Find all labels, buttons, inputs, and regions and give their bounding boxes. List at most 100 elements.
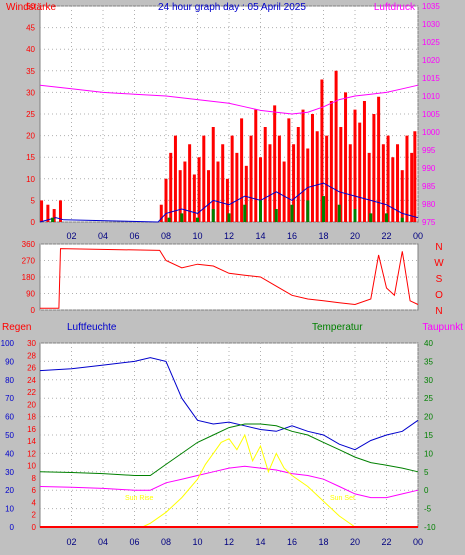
direction-letter: N bbox=[435, 242, 442, 253]
panel2-left-tick: 270 bbox=[22, 257, 36, 266]
panel3-x-tick: 20 bbox=[350, 537, 360, 547]
panel1-left-tick: 50 bbox=[26, 2, 35, 11]
panel3-humidity-tick: 0 bbox=[10, 523, 15, 532]
panel3-temp-tick: 0 bbox=[424, 486, 429, 495]
panel1-x-tick: 22 bbox=[381, 231, 391, 241]
panel3-rain-tick: 2 bbox=[32, 511, 37, 520]
panel3-temp-tick: 35 bbox=[424, 357, 433, 366]
panel1-right-tick: 990 bbox=[422, 164, 436, 173]
direction-letter: O bbox=[435, 290, 443, 301]
panel1-x-tick: 12 bbox=[224, 231, 234, 241]
panel1-left-tick: 0 bbox=[31, 218, 36, 227]
panel1-right-tick: 975 bbox=[422, 218, 436, 227]
panel3-temp-tick: 15 bbox=[424, 431, 433, 440]
panel3-humidity-tick: 50 bbox=[5, 431, 14, 440]
direction-letter: S bbox=[436, 274, 443, 285]
chart-title: 24 hour graph day : 05 April 2025 bbox=[158, 2, 306, 13]
panel3-rain-tick: 8 bbox=[32, 474, 37, 483]
panel3-rain-tick: 26 bbox=[27, 364, 36, 373]
panel3-temp-tick: 30 bbox=[424, 376, 433, 385]
panel1-right-tick: 1010 bbox=[422, 92, 440, 101]
luftdruck-label: Luftdruck bbox=[374, 2, 416, 13]
panel3-x-tick: 12 bbox=[224, 537, 234, 547]
panel3-x-tick: 14 bbox=[255, 537, 265, 547]
panel2-left-tick: 90 bbox=[26, 290, 35, 299]
panel3-series-1 bbox=[39, 423, 419, 476]
panel1-left-tick: 30 bbox=[26, 88, 35, 97]
panel1-x-tick: 08 bbox=[161, 231, 171, 241]
panel3-series-2 bbox=[39, 465, 419, 499]
panel1-x-tick: 02 bbox=[66, 231, 76, 241]
panel3-temp-tick: 20 bbox=[424, 413, 433, 422]
panel1-x-tick: 10 bbox=[192, 231, 202, 241]
panel3-humidity-tick: 100 bbox=[1, 339, 15, 348]
panel1-x-tick: 04 bbox=[98, 231, 108, 241]
panel1-right-tick: 980 bbox=[422, 200, 436, 209]
panel3-rain-tick: 30 bbox=[27, 339, 36, 348]
panel1-right-tick: 1025 bbox=[422, 38, 440, 47]
sun-rise-label: Sun Rise bbox=[125, 495, 154, 502]
panel3-series-3 bbox=[142, 433, 356, 528]
panel3-x-tick: 22 bbox=[381, 537, 391, 547]
panel3-x-tick: 10 bbox=[192, 537, 202, 547]
panel3-rain-tick: 16 bbox=[27, 425, 36, 434]
panel3-rain-tick: 4 bbox=[32, 498, 37, 507]
panel3-temp-tick: 10 bbox=[424, 449, 433, 458]
panel3-rain-tick: 22 bbox=[27, 388, 36, 397]
panel3-humidity-tick: 60 bbox=[5, 413, 14, 422]
panel3-x-tick: 16 bbox=[287, 537, 297, 547]
panel2-plot-area bbox=[39, 243, 419, 311]
panel3-rain-tick: 18 bbox=[27, 413, 36, 422]
panel1-x-tick: 00 bbox=[413, 231, 423, 241]
panel3-x-tick: 08 bbox=[161, 537, 171, 547]
panel3-x-tick: 06 bbox=[129, 537, 139, 547]
panel1-x-tick: 16 bbox=[287, 231, 297, 241]
panel1-right-tick: 1030 bbox=[422, 20, 440, 29]
panel3-temp-tick: 5 bbox=[424, 468, 429, 477]
panel3-x-tick: 18 bbox=[318, 537, 328, 547]
panel3-x-tick: 02 bbox=[66, 537, 76, 547]
panel1-right-tick: 985 bbox=[422, 182, 436, 191]
panel1-left-tick: 35 bbox=[26, 67, 35, 76]
panel1-left-tick: 15 bbox=[26, 153, 35, 162]
panel1-right-tick: 1000 bbox=[422, 128, 440, 137]
panel3-humidity-tick: 30 bbox=[5, 468, 14, 477]
taupunkt-label: Taupunkt bbox=[422, 322, 463, 333]
panel1-x-tick: 14 bbox=[255, 231, 265, 241]
direction-letter: W bbox=[434, 258, 444, 269]
panel1-right-tick: 1015 bbox=[422, 74, 440, 83]
panel1-left-tick: 25 bbox=[26, 110, 35, 119]
sun-set-label: Sun Set bbox=[330, 495, 355, 502]
panel2-left-tick: 180 bbox=[22, 273, 36, 282]
panel3-humidity-tick: 40 bbox=[5, 449, 14, 458]
panel1-left-tick: 45 bbox=[26, 24, 35, 33]
panel3-humidity-tick: 70 bbox=[5, 394, 14, 403]
panel1-right-tick: 1020 bbox=[422, 56, 440, 65]
panel2-direction-line bbox=[40, 248, 419, 309]
panel3-rain-tick: 24 bbox=[27, 376, 36, 385]
panel3-rain-tick: 28 bbox=[27, 351, 36, 360]
panel3-rain-tick: 14 bbox=[27, 437, 36, 446]
windstaerke-label: Windstärke bbox=[6, 2, 56, 13]
panel3-rain-tick: 6 bbox=[32, 486, 37, 495]
panel3-rain-tick: 0 bbox=[32, 523, 37, 532]
panel3-temp-tick: -5 bbox=[424, 505, 432, 514]
panel1-left-tick: 5 bbox=[31, 196, 36, 205]
panel3-humidity-tick: 10 bbox=[5, 505, 14, 514]
panel3-temp-tick: -10 bbox=[424, 523, 436, 532]
panel1-series-3 bbox=[39, 84, 419, 115]
regen-label: Regen bbox=[2, 322, 31, 333]
panel1-x-tick: 18 bbox=[318, 231, 328, 241]
panel2-left-tick: 0 bbox=[31, 306, 36, 315]
temperatur-label: Temperatur bbox=[312, 322, 363, 333]
panel1-left-tick: 40 bbox=[26, 45, 35, 54]
panel3-x-tick: 04 bbox=[98, 537, 108, 547]
panel3-humidity-tick: 90 bbox=[5, 357, 14, 366]
panel3-temp-tick: 25 bbox=[424, 394, 433, 403]
panel1-right-tick: 995 bbox=[422, 146, 436, 155]
direction-letter: N bbox=[435, 306, 442, 317]
panel3-rain-tick: 20 bbox=[27, 400, 36, 409]
panel3-temp-tick: 40 bbox=[424, 339, 433, 348]
panel3-rain-tick: 10 bbox=[27, 462, 36, 471]
